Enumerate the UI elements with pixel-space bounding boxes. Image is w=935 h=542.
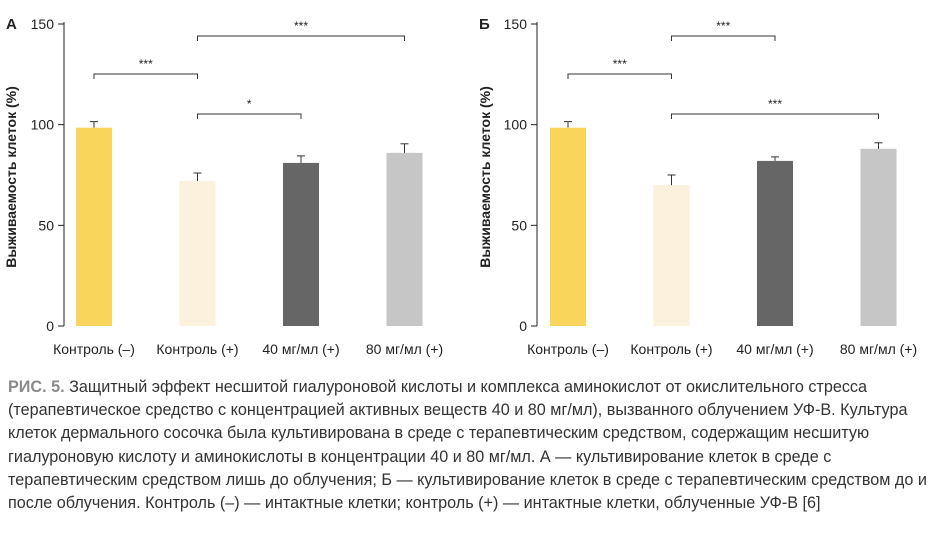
y-tick-label: 50 [511,217,527,233]
bar [179,181,216,326]
significance-label: *** [768,97,782,111]
y-tick-label: 0 [519,318,527,334]
y-tick-label: 50 [38,217,54,233]
bar [283,162,319,326]
y-tick-label: 100 [31,117,55,133]
x-tick-label: Контроль (+) [630,341,712,357]
significance-label: * [247,97,252,111]
y-axis-label: Выживаемость клеток (%) [3,86,19,267]
y-tick-label: 0 [46,318,54,334]
figure-caption: РИС. 5. Защитный эффект несшитой гиалуро… [8,376,928,515]
x-tick-label: 80 мг/мл (+) [366,341,443,357]
panel-label: Б [479,16,490,33]
significance-label: *** [294,19,308,33]
significance-bracket [197,35,405,41]
significance-label: *** [716,19,730,33]
y-tick-label: 150 [504,16,528,32]
significance-bracket [93,73,198,79]
x-tick-label: Контроль (–) [527,341,609,357]
significance-label: *** [613,57,627,71]
bar [653,185,690,326]
figure-charts: А Выживаемость клеток (%) 0 50 100 150 Контрол… [3,16,917,357]
bar [860,148,897,326]
x-tick-label: 80 мг/мл (+) [840,341,917,357]
significance-label: *** [139,57,153,71]
bar [386,152,423,326]
x-tick-label: 40 мг/мл (+) [262,341,339,357]
significance-bracket [567,73,672,79]
x-tick-label: Контроль (–) [53,341,135,357]
significance-bracket [671,35,776,41]
bar [757,160,793,326]
bar [550,127,586,326]
x-tick-label: 40 мг/мл (+) [736,341,813,357]
bar [76,127,112,326]
panel-label: А [6,16,17,33]
x-tick-label: Контроль (+) [156,341,238,357]
y-axis-label: Выживаемость клеток (%) [477,86,493,267]
y-tick-label: 100 [504,117,528,133]
significance-bracket [197,113,302,119]
charts-svg: А Выживаемость клеток (%) 0 50 100 150 Контрол… [3,16,917,357]
caption-lead: РИС. 5. [8,378,65,396]
y-tick-label: 150 [31,16,55,32]
caption-text: Защитный эффект несшитой гиалуроновой ки… [8,378,927,513]
significance-bracket [671,113,879,119]
